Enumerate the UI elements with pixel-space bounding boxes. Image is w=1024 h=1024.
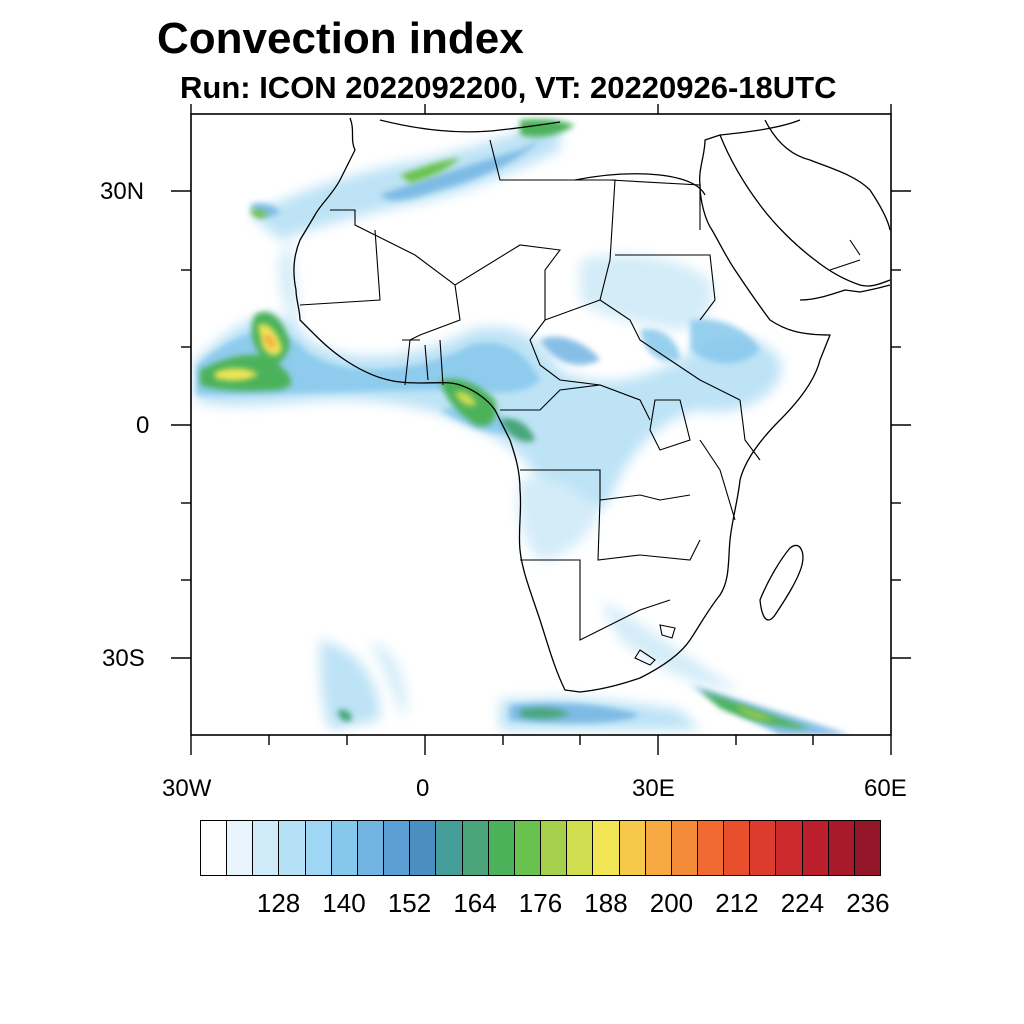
colorbar-tick-label: 176	[518, 888, 563, 918]
colorbar-tick-label: 188	[584, 888, 628, 918]
colorbar-tick-label: 128	[256, 888, 301, 918]
convection-field	[196, 119, 850, 735]
colorbar	[200, 820, 881, 876]
run-subtitle: Run: ICON 2022092200, VT: 20220926-18UTC	[180, 70, 837, 105]
colorbar-segment	[854, 821, 881, 875]
lat-label-30n: 30N	[100, 178, 145, 205]
colorbar-segment	[253, 821, 280, 875]
colorbar-segment	[724, 821, 751, 875]
colorbar-segment	[357, 821, 385, 875]
colorbar-segment	[802, 821, 829, 875]
lon-label-30e: 30E	[632, 775, 675, 802]
colorbar-tick-label: 212	[715, 888, 759, 918]
colorbar-segment	[671, 821, 698, 875]
colorbar-segment	[828, 821, 855, 875]
lat-label-30s: 30S	[102, 645, 145, 672]
colorbar-segment	[645, 821, 672, 875]
colorbar-tick-label: 224	[780, 888, 825, 918]
colorbar-tick-label: 140	[322, 888, 366, 918]
colorbar-segment	[227, 821, 254, 875]
lon-label-30w: 30W	[162, 775, 212, 802]
lat-label-0: 0	[136, 412, 150, 439]
colorbar-segment	[593, 821, 620, 875]
colorbar-segment	[488, 821, 515, 875]
colorbar-segment	[462, 821, 489, 875]
map-title: Convection index	[157, 14, 524, 63]
colorbar-segment	[750, 821, 777, 875]
colorbar-segment	[697, 821, 725, 875]
colorbar-segment	[776, 821, 803, 875]
colorbar-segment	[541, 821, 568, 875]
colorbar-segment	[619, 821, 646, 875]
colorbar-segment	[514, 821, 542, 875]
lon-label-0: 0	[416, 775, 430, 802]
colorbar-segment	[279, 821, 306, 875]
colorbar-segment	[567, 821, 594, 875]
country-borders	[299, 139, 861, 666]
colorbar-segment	[201, 821, 228, 875]
colorbar-segment	[384, 821, 411, 875]
colorbar-segment	[436, 821, 463, 875]
colorbar-tick-label: 236	[846, 888, 890, 918]
colorbar-tick-label: 164	[453, 888, 497, 918]
lon-label-60e: 60E	[864, 775, 907, 802]
colorbar-tick-label: 200	[649, 888, 694, 918]
colorbar-segment	[410, 821, 437, 875]
axis-ticks	[171, 104, 911, 755]
colorbar-segment	[305, 821, 332, 875]
colorbar-segment	[331, 821, 358, 875]
colorbar-tick-label: 152	[387, 888, 432, 918]
coastlines	[293, 117, 891, 693]
